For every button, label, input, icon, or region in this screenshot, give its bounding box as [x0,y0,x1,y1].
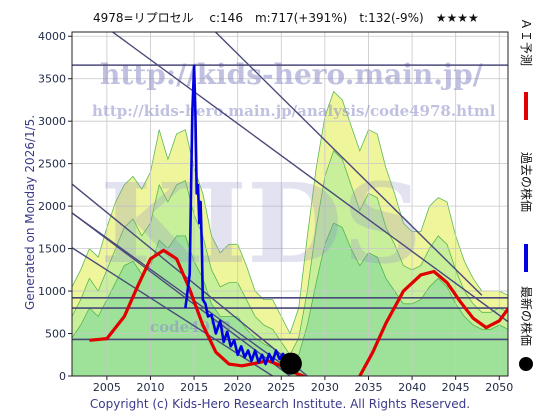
forecast-bands [72,90,508,376]
y-tick-label: 3000 [38,115,66,128]
x-axis: 2005 2010 2015 2020 2025 2030 2035 2040 2045 2050 [93,376,513,394]
generated-label: Generated on Monday 2026/1/5. [23,115,37,310]
watermark-big-text: KIDS [100,159,422,288]
trend-line [111,32,508,323]
x-tick-label: 2050 [485,381,513,394]
watermark: KIDS http://kids-hero.main.jp/ http://ki… [92,58,496,336]
y-tick-label: 1000 [38,285,66,298]
y-tick-label: 3500 [38,73,66,86]
y-tick-label: 0 [59,370,66,383]
latest-price-layer [279,352,302,375]
y-tick-label: 500 [45,328,66,341]
x-tick-label: 2005 [93,381,121,394]
legend-marker-dot [519,357,533,371]
x-tick-label: 2030 [311,381,339,394]
chart-title: 4978=リプロセル c:146 m:717(+391%) t:132(-9%)… [93,11,479,25]
x-tick-label: 2025 [267,381,295,394]
latest-price-dot [279,352,302,375]
plot-area: KIDS http://kids-hero.main.jp/ http://ki… [38,30,513,394]
legend-label: 過去の株価 [519,152,534,212]
x-tick-label: 2020 [224,381,252,394]
y-tick-label: 2500 [38,158,66,171]
horizontal-levels [72,64,508,341]
x-tick-label: 2045 [442,381,470,394]
trend-line [214,32,483,296]
copyright-footer: Copyright (c) Kids-Hero Research Institu… [90,397,470,411]
legend-label: 最新の株価 [519,286,534,346]
watermark-url-2: http://kids-hero.main.jp/analysis/code49… [92,102,496,120]
y-axis: 0 500 1000 1500 2000 2500 3000 3500 4000 [38,30,72,383]
legend-label: ＡＩ予測 [519,18,533,66]
past-price-line [184,64,288,366]
x-tick-label: 2015 [180,381,208,394]
plot-frame [71,31,509,377]
y-tick-label: 4000 [38,30,66,43]
watermark-bottom: code4978 [150,318,231,336]
trend-line [72,212,291,376]
y-tick-label: 2000 [38,200,66,213]
forecast-band-3 [72,222,508,376]
x-tick-label: 2040 [398,381,426,394]
watermark-url: http://kids-hero.main.jp/ [100,58,484,91]
trend-line [72,212,300,376]
x-tick-label: 2035 [354,381,382,394]
x-tick-label: 2010 [136,381,164,394]
y-tick-label: 1500 [38,243,66,256]
